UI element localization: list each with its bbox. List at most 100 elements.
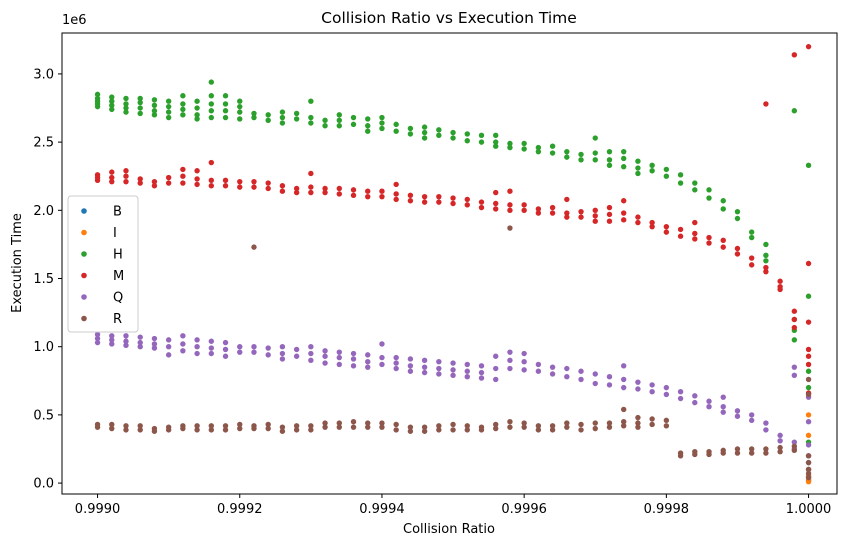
data-point: [379, 188, 385, 194]
data-point: [308, 184, 314, 190]
legend-marker: [81, 272, 87, 279]
data-point: [763, 264, 769, 271]
data-point: [791, 324, 798, 331]
data-point: [180, 173, 186, 179]
data-point: [436, 193, 442, 200]
data-point: [578, 421, 584, 428]
data-point: [222, 427, 229, 433]
data-point: [507, 365, 513, 372]
data-point: [635, 214, 641, 220]
data-point: [663, 229, 670, 235]
data-point: [592, 157, 598, 163]
data-point: [165, 427, 172, 433]
data-point: [322, 117, 328, 123]
data-point: [293, 353, 300, 359]
data-point: [763, 446, 769, 452]
data-point: [379, 120, 385, 126]
data-point: [393, 354, 399, 361]
data-point: [222, 114, 229, 121]
data-point: [649, 219, 655, 226]
data-point: [194, 112, 200, 118]
data-point: [308, 114, 314, 121]
data-point: [308, 343, 314, 350]
data-point: [450, 372, 456, 379]
data-point: [265, 345, 271, 351]
y-tick-label: 0.5: [33, 408, 54, 423]
data-point: [208, 427, 215, 433]
data-point: [393, 427, 399, 433]
data-point: [649, 382, 655, 388]
data-point: [805, 474, 812, 481]
data-point: [279, 120, 286, 126]
data-point: [293, 423, 300, 429]
data-point: [365, 123, 371, 129]
plot-frame: [61, 32, 838, 495]
data-point: [635, 386, 641, 392]
data-point: [692, 399, 698, 406]
data-point: [265, 185, 271, 192]
data-point: [748, 234, 755, 241]
data-point: [777, 449, 783, 455]
data-point: [663, 391, 670, 398]
data-point: [265, 352, 271, 358]
data-point: [350, 419, 357, 425]
data-point: [635, 158, 641, 164]
data-point: [165, 343, 172, 350]
data-point: [805, 43, 812, 50]
data-point: [507, 144, 513, 151]
data-point: [350, 192, 357, 199]
data-point: [478, 369, 485, 376]
data-point: [279, 109, 286, 115]
data-point: [208, 108, 215, 114]
data-point: [350, 121, 357, 128]
data-point: [194, 98, 200, 104]
data-point: [407, 428, 414, 434]
data-point: [251, 178, 257, 185]
data-point: [293, 110, 300, 117]
data-point: [293, 189, 300, 196]
data-point: [109, 102, 115, 108]
data-point: [123, 168, 129, 174]
data-point: [180, 180, 186, 186]
data-point: [421, 424, 428, 430]
data-point: [165, 109, 172, 115]
data-point: [805, 260, 812, 267]
data-point: [165, 174, 172, 181]
data-point: [620, 217, 627, 223]
data-point: [123, 423, 129, 429]
data-point: [706, 404, 712, 410]
data-point: [692, 451, 698, 458]
data-point: [805, 384, 812, 391]
legend-marker: [81, 251, 87, 257]
data-point: [350, 187, 357, 193]
data-point: [421, 193, 428, 200]
data-point: [663, 423, 670, 429]
data-point: [407, 356, 414, 362]
data-point: [436, 365, 442, 372]
data-point: [436, 127, 442, 133]
data-point: [123, 342, 129, 349]
data-point: [194, 105, 200, 111]
data-point: [649, 223, 655, 230]
data-point: [322, 185, 328, 192]
data-point: [421, 124, 428, 130]
data-point: [507, 202, 513, 208]
data-point: [151, 108, 158, 114]
data-point: [208, 345, 215, 351]
data-point: [123, 427, 129, 433]
data-point: [521, 140, 527, 147]
y-tick-label: 0.0: [33, 477, 54, 492]
data-point: [493, 421, 499, 428]
data-point: [507, 188, 513, 194]
data-point: [393, 421, 399, 428]
data-point: [692, 180, 698, 186]
data-point: [265, 112, 271, 118]
data-point: [748, 262, 755, 268]
data-point: [379, 125, 385, 132]
data-point: [606, 204, 613, 211]
data-point: [336, 191, 342, 197]
data-point: [94, 177, 101, 184]
data-point: [521, 207, 527, 214]
data-point: [663, 223, 670, 230]
data-point: [379, 193, 385, 200]
